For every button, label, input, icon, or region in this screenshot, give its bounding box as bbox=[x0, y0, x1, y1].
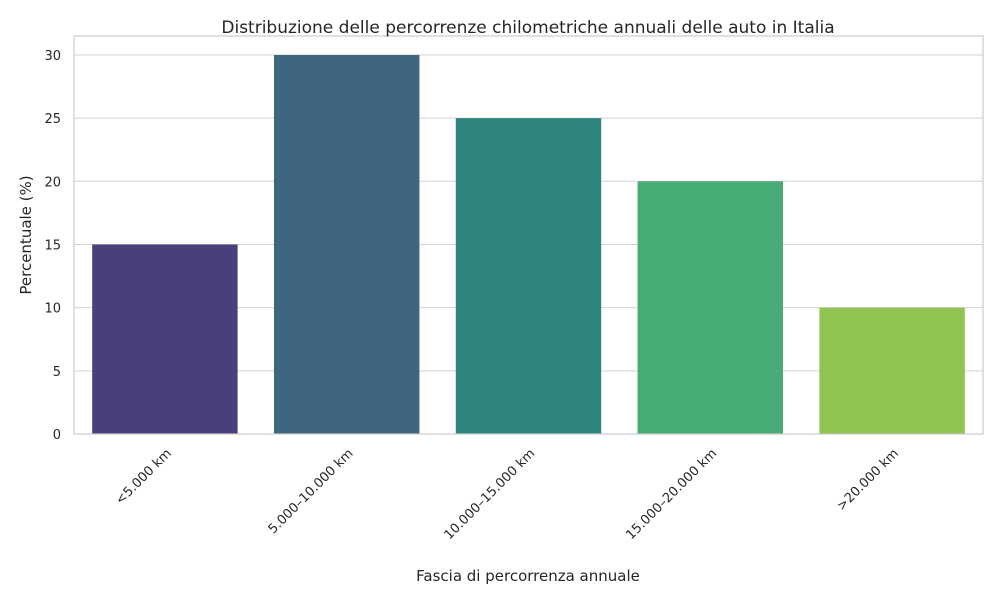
bars bbox=[92, 54, 965, 434]
y-tick-label: 15 bbox=[44, 238, 61, 253]
chart-title: Distribuzione delle percorrenze chilomet… bbox=[221, 18, 834, 38]
bar-1 bbox=[92, 244, 238, 434]
y-tick-label: 10 bbox=[44, 302, 61, 317]
x-tick-label: <5.000 km bbox=[113, 446, 175, 508]
x-tick-labels: <5.000 km 5.000–10.000 km 10.000–15.000 km… bbox=[113, 446, 902, 543]
x-axis-label: Fascia di percorrenza annuale bbox=[416, 567, 640, 585]
bar-5 bbox=[819, 307, 965, 434]
bar-2 bbox=[273, 54, 420, 434]
y-tick-labels: 0 5 10 15 20 25 30 bbox=[44, 49, 61, 443]
plot-frame bbox=[73, 35, 984, 435]
bar-3 bbox=[455, 118, 602, 434]
y-axis-label: Percentuale (%) bbox=[17, 175, 35, 294]
y-tick-label: 25 bbox=[44, 112, 61, 127]
bar-4 bbox=[637, 181, 784, 434]
y-tick-label: 0 bbox=[53, 428, 61, 443]
x-tick-label: >20.000 km bbox=[834, 446, 902, 514]
y-tick-label: 5 bbox=[53, 365, 61, 380]
x-tick-label: 15.000–20.000 km bbox=[623, 446, 720, 543]
y-tick-label: 30 bbox=[44, 49, 61, 64]
x-tick-label: 10.000–15.000 km bbox=[442, 446, 539, 543]
x-tick-label: 5.000–10.000 km bbox=[266, 446, 357, 537]
y-tick-label: 20 bbox=[44, 175, 61, 190]
